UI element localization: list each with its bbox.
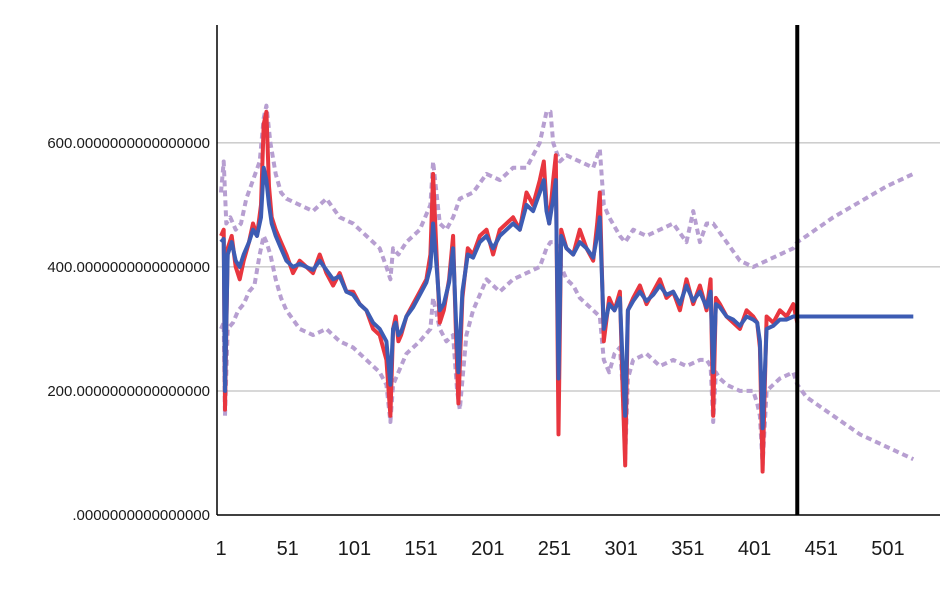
x-tick-label: 151: [404, 538, 437, 560]
y-tick-label: 200.0000000000000000: [47, 383, 210, 400]
series-group: [219, 103, 915, 474]
x-tick-label: 501: [871, 538, 904, 560]
series-upper-bound-line: [219, 103, 915, 282]
y-tick-labels: .0000000000000000 200.0000000000000000 400…: [47, 135, 210, 524]
y-tick-label: 600.0000000000000000: [47, 135, 210, 152]
x-tick-label: 1: [215, 538, 226, 560]
x-tick-label: 401: [738, 538, 771, 560]
gridlines: [217, 142, 940, 392]
y-tick-label: .0000000000000000: [72, 507, 210, 524]
y-tick-label: 400.0000000000000000: [47, 259, 210, 276]
x-tick-label: 451: [805, 538, 838, 560]
x-tick-labels: 1 51 101 151 201 251 301 351 401 451 501: [215, 538, 904, 560]
x-tick-label: 51: [277, 538, 299, 560]
x-tick-label: 201: [471, 538, 504, 560]
x-tick-label: 251: [538, 538, 571, 560]
x-tick-label: 351: [671, 538, 704, 560]
x-tick-label: 101: [338, 538, 371, 560]
axes: [216, 25, 940, 516]
series-lower-bound-line: [219, 233, 915, 468]
x-tick-label: 301: [604, 538, 637, 560]
series-fitted-line: [219, 165, 914, 431]
